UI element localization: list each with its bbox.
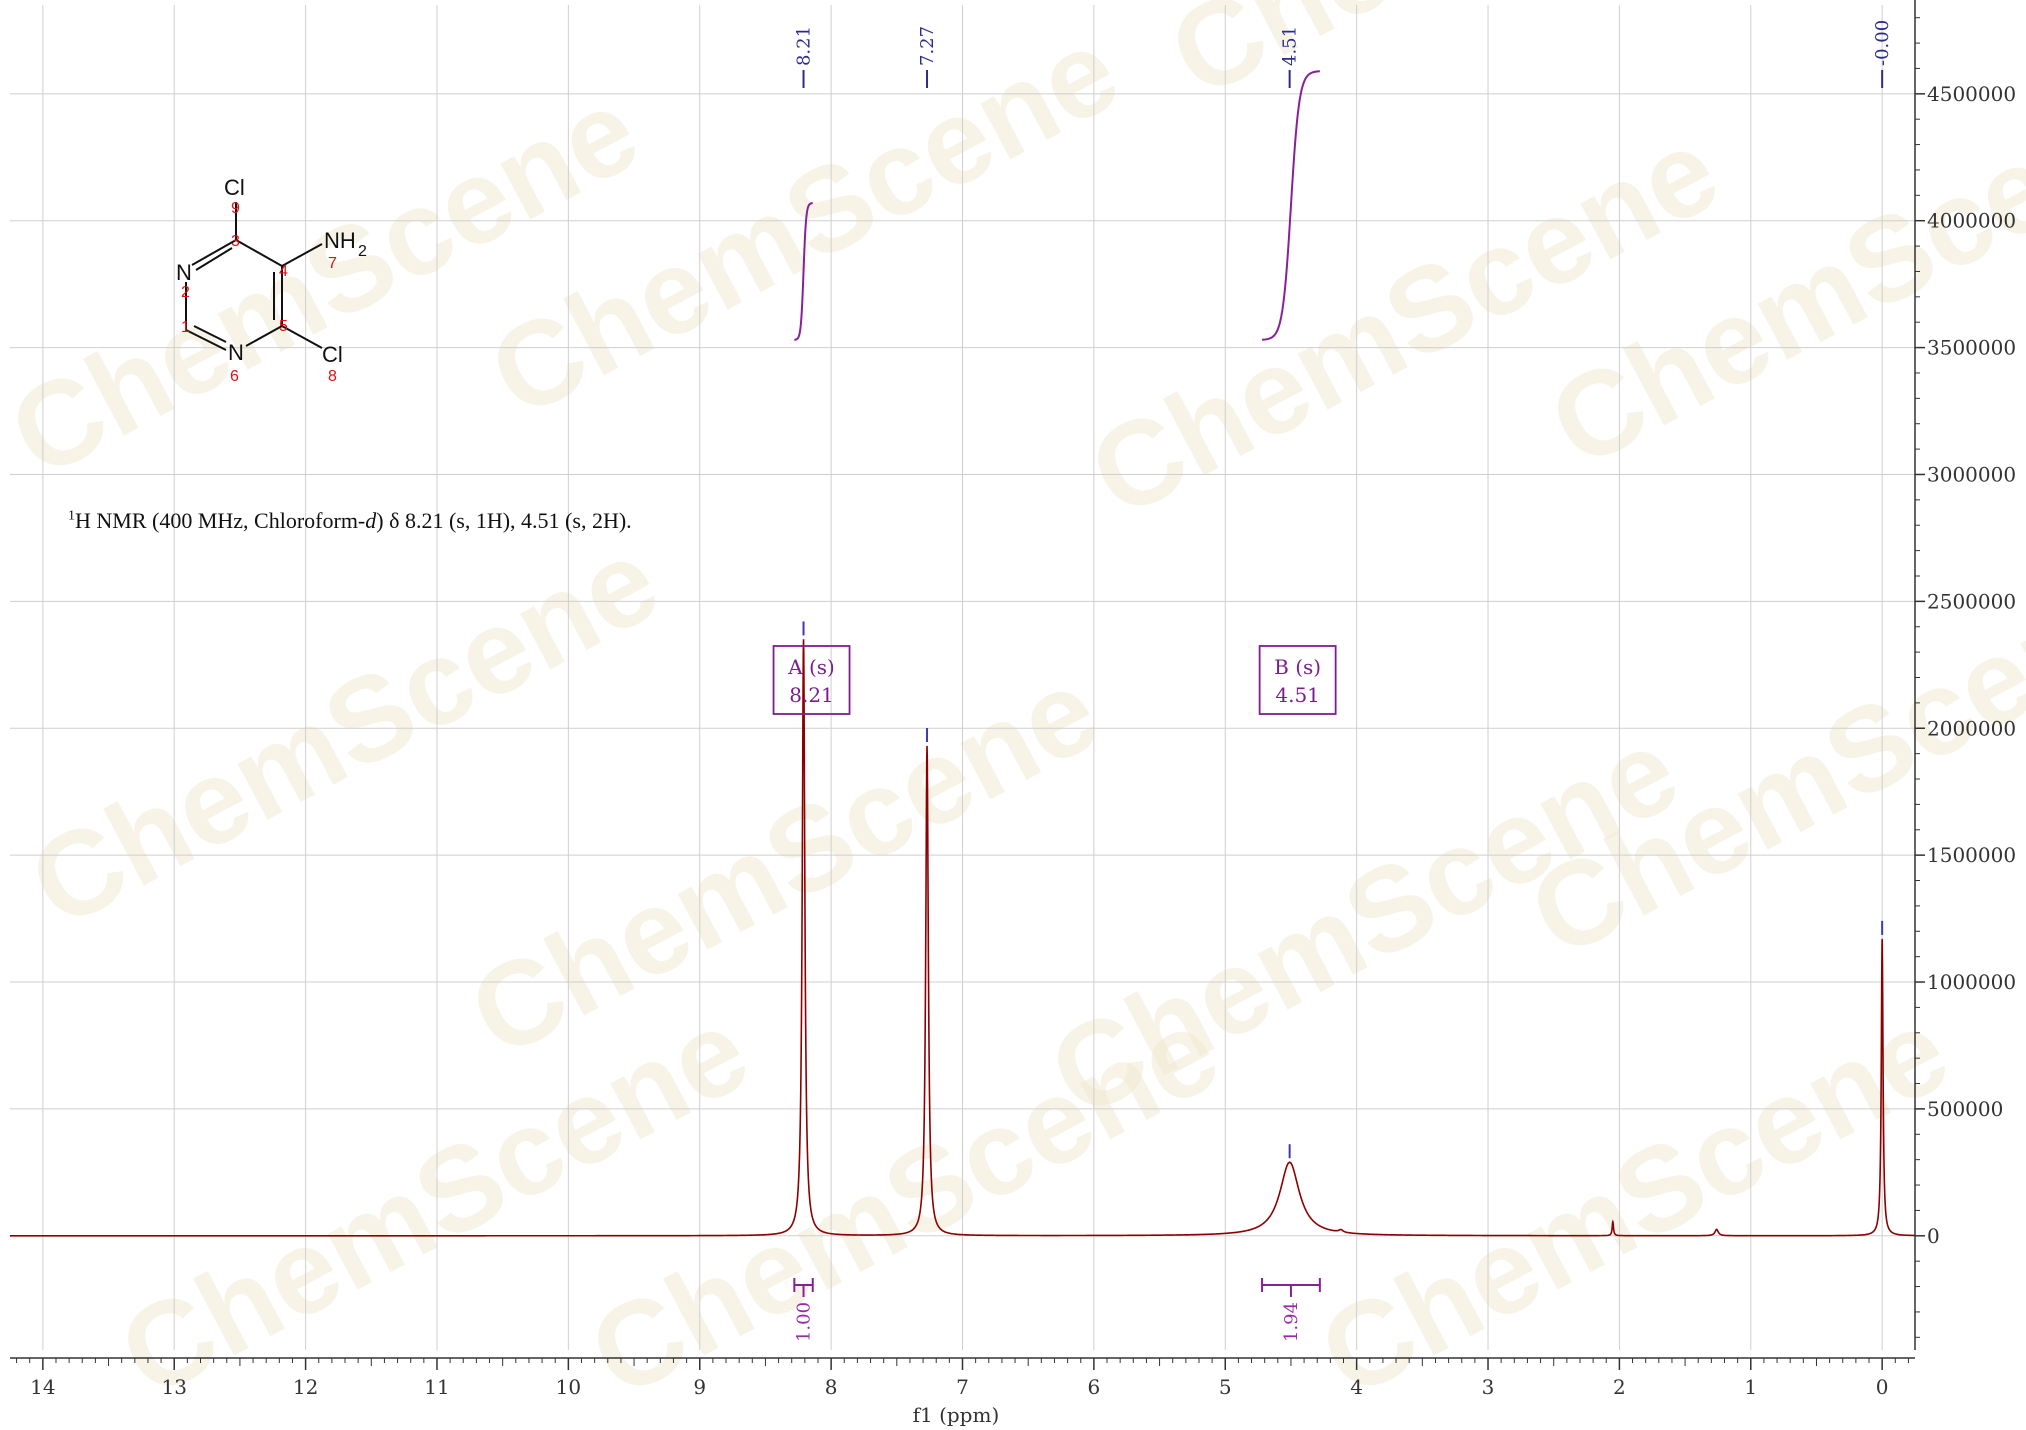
- x-tick-label: 6: [1088, 1375, 1101, 1399]
- x-tick-label: 3: [1482, 1375, 1495, 1399]
- atom-number-9: 9: [231, 200, 240, 217]
- spectrum-line: [10, 639, 1916, 1237]
- integrals-layer: 1.00 1.94: [793, 70, 1321, 1342]
- peak-labels-layer: 8.21 7.27 4.51 -0.00: [794, 20, 1893, 88]
- atom-number-8: 8: [328, 368, 337, 385]
- atom-nh2: NH: [324, 228, 356, 253]
- atom-n6: N: [228, 340, 244, 365]
- peak-label: 8.21: [794, 26, 815, 66]
- y-tick-label: 0: [1927, 1224, 1940, 1248]
- y-tick-label: 4500000: [1927, 82, 2016, 106]
- multiplet-label: A (s): [787, 655, 835, 679]
- atom-number-1: 1: [181, 319, 190, 336]
- atom-n2: N: [176, 260, 192, 285]
- grid: [10, 5, 1915, 1350]
- watermark: ChemScene: [1149, 0, 1818, 123]
- atom-nh2-subscript: 2: [358, 243, 367, 260]
- y-tick-label: 4000000: [1927, 209, 2016, 233]
- nmr-description-part-a: H NMR (400 MHz, Chloroform-: [75, 508, 366, 533]
- atom-number-3: 3: [231, 233, 240, 250]
- atom-number-4: 4: [279, 263, 288, 280]
- atom-number-5: 5: [279, 318, 288, 335]
- integral-value: 1.94: [1281, 1302, 1302, 1342]
- bond-c4-c3: [235, 239, 283, 267]
- bond-c3-n2-b: [195, 247, 233, 271]
- x-tick-label: 0: [1876, 1375, 1889, 1399]
- multiplet-label: B (s): [1274, 655, 1321, 679]
- x-tick-label: 10: [556, 1375, 581, 1399]
- x-tick-label: 13: [161, 1375, 186, 1399]
- x-tick-label: 1: [1744, 1375, 1757, 1399]
- nmr-description-part-b: ) δ 8.21 (s, 1H), 4.51 (s, 2H).: [376, 508, 632, 533]
- x-axis: 14 13 12 11 10 9 8 7 6 5 4 3 2 1 0f1 (ppm): [10, 1357, 1915, 1427]
- bond-c1-n6-b: [193, 325, 227, 343]
- nmr-description: 1H NMR (400 MHz, Chloroform-d) δ 8.21 (s…: [68, 508, 632, 534]
- y-tick-label: 2000000: [1927, 716, 2016, 740]
- multiplet-box: [1258, 645, 1337, 715]
- multiplets-layer: A (s) 8.21 B (s) 4.51: [772, 645, 1337, 715]
- molecule-structure: Cl N N NH 2 Cl 9 3 2 1 4 5 6 7 8: [176, 175, 367, 385]
- multiplet-shift: 8.21: [789, 683, 834, 707]
- bond-c1-n6-a: [185, 329, 227, 351]
- bond-c4-nh2: [281, 243, 323, 267]
- atom-number-7: 7: [328, 255, 337, 272]
- y-tick-label: 1000000: [1927, 970, 2016, 994]
- x-tick-label: 4: [1350, 1375, 1363, 1399]
- x-tick-label: 2: [1613, 1375, 1626, 1399]
- peak-label: -0.00: [1872, 20, 1893, 66]
- x-tick-label: 8: [825, 1375, 838, 1399]
- watermark: ChemScene: [1299, 982, 1968, 1423]
- nmr-description-isotope: 1: [68, 508, 75, 524]
- x-tick-label: 11: [424, 1375, 449, 1399]
- y-tick-label: 3500000: [1927, 336, 2016, 360]
- x-tick-label: 7: [956, 1375, 969, 1399]
- y-tick-label: 2500000: [1927, 589, 2016, 613]
- watermark: ChemScene: [9, 512, 678, 953]
- peak-label: 4.51: [1280, 26, 1301, 66]
- x-tick-label: 14: [30, 1375, 55, 1399]
- x-tick-label: 12: [293, 1375, 318, 1399]
- y-tick-label: 3000000: [1927, 462, 2016, 486]
- bond-c5-cl8: [281, 325, 323, 349]
- spectrum-layer: [10, 621, 1916, 1237]
- integral-curve: [1261, 70, 1320, 341]
- integral-value: 1.00: [794, 1302, 815, 1342]
- integral-curve: [794, 202, 813, 341]
- bond-c3-n2-a: [191, 239, 237, 266]
- y-tick-label: 500000: [1927, 1097, 2003, 1121]
- x-tick-label: 9: [693, 1375, 706, 1399]
- atom-number-6: 6: [230, 368, 239, 385]
- y-tick-label: 1500000: [1927, 843, 2016, 867]
- peak-label: 7.27: [917, 26, 938, 66]
- y-axis: 0 500000 1000000 1500000 2000000 2500000 30000…: [1914, 0, 2016, 1350]
- atom-cl-top: Cl: [224, 175, 245, 200]
- x-tick-label: 5: [1219, 1375, 1232, 1399]
- multiplet-shift: 4.51: [1275, 683, 1320, 707]
- atom-number-2: 2: [181, 284, 190, 301]
- nmr-description-italic: d: [365, 508, 377, 533]
- bond-n6-c5: [245, 325, 283, 347]
- atom-cl-right: Cl: [322, 342, 343, 367]
- multiplet-box: [772, 645, 851, 715]
- x-axis-title: f1 (ppm): [913, 1403, 1000, 1427]
